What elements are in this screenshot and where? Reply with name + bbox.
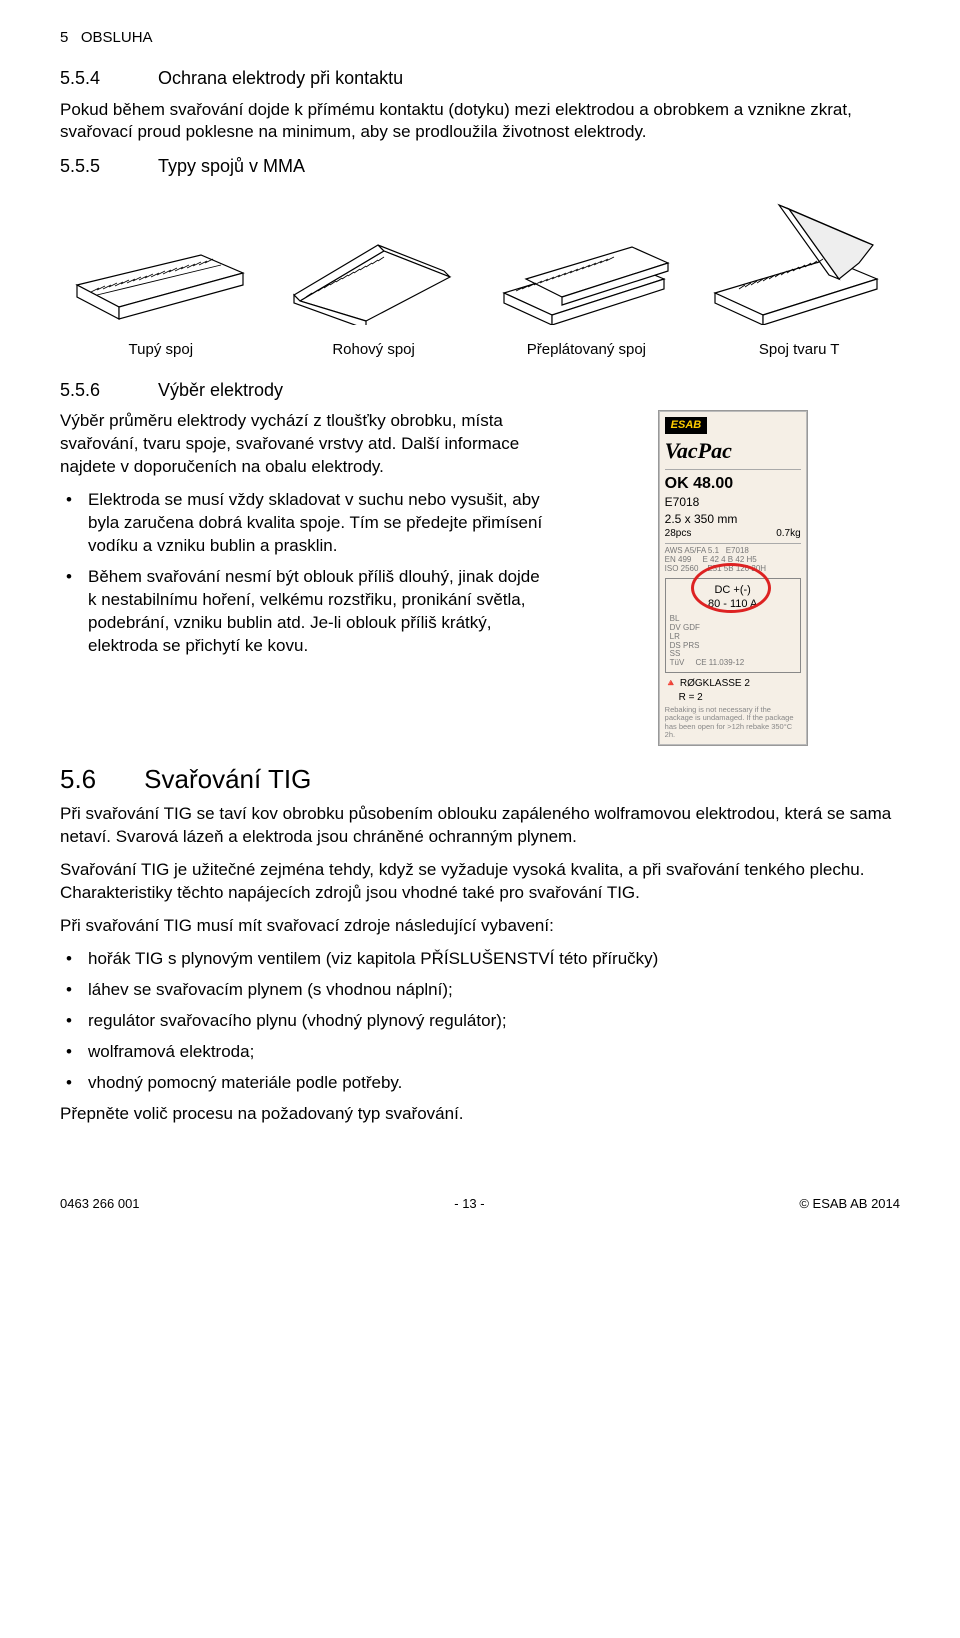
caption-lap: Přeplátovaný spoj [486,340,688,360]
caption-tee: Spoj tvaru T [698,340,900,360]
section-554-para: Pokud během svařování dojde k přímému ko… [60,99,900,145]
section-556-para: Výběr průměru elektrody vychází z tloušť… [60,410,545,479]
vacpac-brand: VacPac [665,436,801,466]
section-title: Ochrana elektrody při kontaktu [158,66,403,90]
section-555-heading: 5.5.5 Typy spojů v MMA [60,154,900,178]
section-554-heading: 5.5.4 Ochrana elektrody při kontaktu [60,66,900,90]
footer-copyright: © ESAB AB 2014 [799,1195,900,1213]
section-56-heading: 5.6 Svařování TIG [60,762,900,797]
vacpac-dc-box: DC +(-) 80 - 110 A BLDV GDFLRDS PRSSSTüV… [665,578,801,673]
vacpac-pcs: 28pcs [665,527,692,541]
bullet-item: láhev se svařovacím plynem (s vhodnou ná… [60,979,900,1002]
joint-diagram-lap [486,215,688,332]
joint-diagram-tee [698,195,900,332]
vacpac-spec-tiny: AWS A5/FA 5.1 E7018EN 499 E 42 4 B 42 H5… [665,547,801,573]
joint-captions: Tupý spoj Rohový spoj Přeplátovaný spoj … [60,340,900,360]
page-header: 5 OBSLUHA [60,28,900,48]
joint-diagrams [60,195,900,332]
section-56-equip-list: hořák TIG s plynovým ventilem (viz kapit… [60,948,900,1095]
vacpac-dc-range: 80 - 110 A [670,597,796,612]
vacpac-rog: 🔺 RØGKLASSE 2 R = 2 [665,677,801,704]
vacpac-image: ESAB VacPac OK 48.00 E7018 2.5 x 350 mm … [565,410,900,746]
bullet-item: vhodný pomocný materiále podle potřeby. [60,1072,900,1095]
vacpac-ok: OK 48.00 [665,473,801,495]
bullet-item: regulátor svařovacího plynu (vhodný plyn… [60,1010,900,1033]
joint-diagram-corner [273,215,475,332]
esab-logo: ESAB [665,417,708,434]
footer-page-num: - 13 - [454,1195,484,1213]
section-56-para1: Při svařování TIG se taví kov obrobku pů… [60,803,900,849]
vacpac-cert-tiny: BLDV GDFLRDS PRSSSTüV CE 11.039-12 [670,615,796,668]
caption-butt: Tupý spoj [60,340,262,360]
vacpac-label: ESAB VacPac OK 48.00 E7018 2.5 x 350 mm … [658,410,808,746]
caption-corner: Rohový spoj [273,340,475,360]
vacpac-size: 2.5 x 350 mm [665,511,801,527]
section-title: Svařování TIG [144,762,311,797]
section-56-para4: Přepněte volič procesu na požadovaný typ… [60,1103,900,1126]
section-num: 5.5.5 [60,154,130,178]
vacpac-weight: 0.7kg [776,527,800,541]
section-56-para2: Svařování TIG je užitečné zejména tehdy,… [60,859,900,905]
vacpac-bottom-tiny: Rebaking is not necessary if the package… [665,706,801,739]
section-num: 5.5.6 [60,378,130,402]
section-556-bullets: Elektroda se musí vždy skladovat v suchu… [60,489,545,658]
section-title: Typy spojů v MMA [158,154,305,178]
section-num: 5.6 [60,762,96,797]
bullet-item: hořák TIG s plynovým ventilem (viz kapit… [60,948,900,971]
page-footer: 0463 266 001 - 13 - © ESAB AB 2014 [60,1195,900,1213]
vacpac-dc-label: DC +(-) [670,583,796,598]
chapter-title: OBSLUHA [81,29,153,46]
footer-doc-id: 0463 266 001 [60,1195,140,1213]
section-num: 5.5.4 [60,66,130,90]
chapter-num: 5 [60,29,68,46]
bullet-item: Elektroda se musí vždy skladovat v suchu… [60,489,545,558]
bullet-item: Během svařování nesmí být oblouk příliš … [60,566,545,658]
vacpac-e7018: E7018 [665,494,801,510]
section-556-body: Výběr průměru elektrody vychází z tloušť… [60,410,900,746]
section-56-para3: Při svařování TIG musí mít svařovací zdr… [60,915,900,938]
section-title: Výběr elektrody [158,378,283,402]
section-556-text: Výběr průměru elektrody vychází z tloušť… [60,410,545,665]
bullet-item: wolframová elektroda; [60,1041,900,1064]
section-556-heading: 5.5.6 Výběr elektrody [60,378,900,402]
joint-diagram-butt [60,215,262,332]
